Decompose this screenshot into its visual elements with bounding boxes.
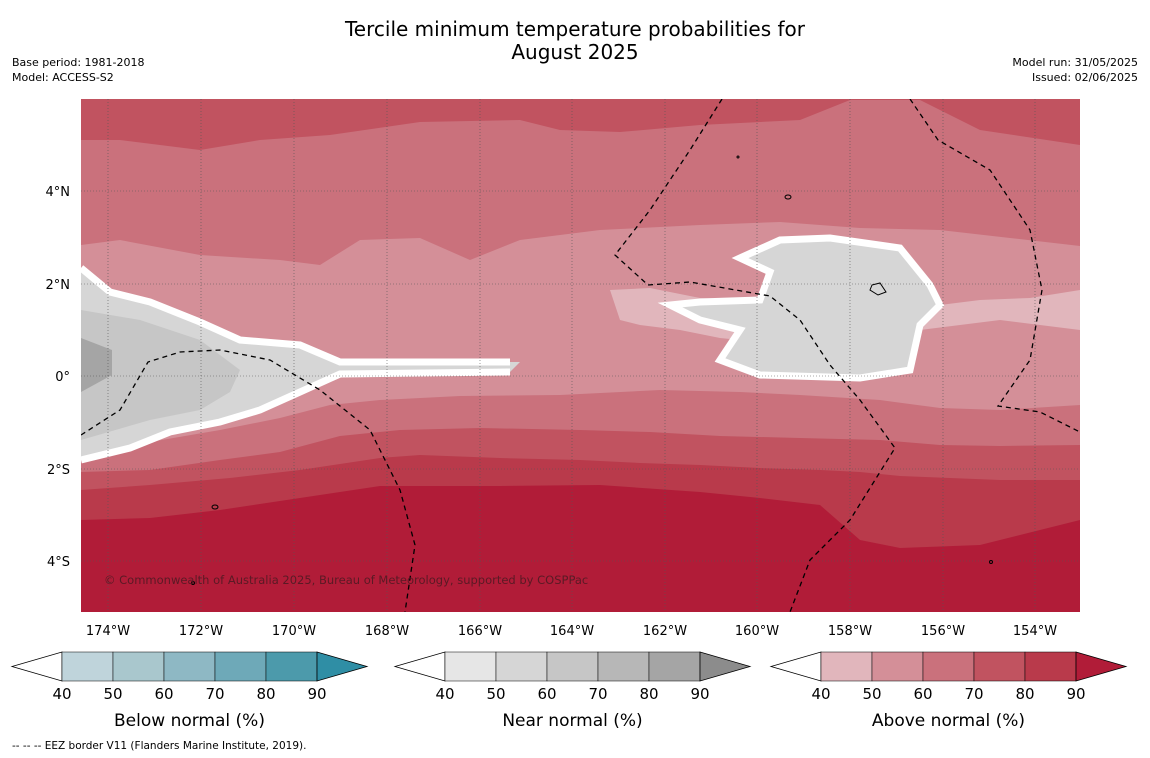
colorbar-tick: 40 (811, 685, 830, 703)
colorbar-above-normal: 40 50 60 70 80 90 Above normal (%) (769, 651, 1128, 731)
colorbar-tick: 90 (1066, 685, 1085, 703)
colorbar-tick: 50 (486, 685, 505, 703)
title-line-2: August 2025 (511, 40, 639, 64)
colorbar-segment (163, 651, 216, 682)
near-normal-east-edge (657, 234, 945, 382)
colorbar-segment (973, 651, 1026, 682)
eez-footnote: -- -- -- EEZ border V11 (Flanders Marine… (12, 740, 307, 752)
colorbar-segment (871, 651, 924, 682)
colorbar-tick: 80 (256, 685, 275, 703)
map-plot-area: © Commonwealth of Australia 2025, Bureau… (81, 99, 1080, 612)
colorbar-segment (597, 651, 650, 682)
near-normal-west-70 (81, 338, 112, 392)
y-tick: 4°S (47, 555, 70, 570)
colorbar-segment (1024, 651, 1077, 682)
x-tick: 158°W (828, 624, 872, 639)
y-axis-ticks: 4°N 2°N 0° 2°S 4°S (46, 185, 71, 570)
colorbar-tick: 50 (103, 685, 122, 703)
model-run: Model run: 31/05/2025 (1012, 56, 1138, 69)
title-line-1: Tercile minimum temperature probabilitie… (344, 17, 806, 41)
copyright-note: © Commonwealth of Australia 2025, Bureau… (104, 573, 588, 587)
colorbar-tick: 80 (1015, 685, 1034, 703)
y-tick: 4°N (46, 185, 71, 200)
y-tick: 2°S (47, 463, 70, 478)
colorbar-tick: 60 (154, 685, 173, 703)
x-tick: 174°W (86, 624, 130, 639)
colorbar-over-triangle (316, 651, 369, 682)
x-tick: 166°W (458, 624, 502, 639)
model-name: Model: ACCESS-S2 (12, 71, 114, 84)
islands (191, 155, 993, 585)
colorbar-tick: 90 (307, 685, 326, 703)
meta-left: Base period: 1981-2018 Model: ACCESS-S2 (12, 55, 144, 85)
colorbar-label: Below normal (%) (114, 711, 265, 731)
colorbar-segment (265, 651, 318, 682)
near-normal-west-edge (81, 265, 511, 464)
eez-borders (81, 99, 1080, 612)
map-title: Tercile minimum temperature probabilitie… (0, 18, 1150, 64)
colorbar-over-triangle (1075, 651, 1128, 682)
colorbar-under-triangle (10, 651, 63, 682)
colorbar-tick: 60 (913, 685, 932, 703)
colorbar-tick: 60 (537, 685, 556, 703)
colorbar-tick: 70 (964, 685, 983, 703)
colorbar-under-triangle (769, 651, 822, 682)
colorbar-tick: 40 (52, 685, 71, 703)
y-tick: 0° (55, 370, 70, 385)
base-period: Base period: 1981-2018 (12, 56, 145, 69)
x-tick: 168°W (365, 624, 409, 639)
colorbar-below-normal: 40 50 60 70 80 90 Below normal (%) (10, 651, 369, 731)
colorbar-segment (546, 651, 599, 682)
x-tick: 160°W (735, 624, 779, 639)
colorbar-tick: 70 (588, 685, 607, 703)
x-axis-ticks: 174°W 172°W 170°W 168°W 166°W 164°W 162°… (86, 624, 1057, 639)
colorbar-tick: 70 (205, 685, 224, 703)
colorbar-label: Above normal (%) (872, 711, 1025, 731)
colorbar-tick: 40 (435, 685, 454, 703)
colorbar-over-triangle (699, 651, 752, 682)
near-normal-west (81, 268, 520, 460)
colorbar-under-triangle (393, 651, 446, 682)
colorbar-near-normal: 40 50 60 70 80 90 Near normal (%) (393, 651, 752, 731)
near-normal-east (670, 238, 940, 378)
meta-right: Model run: 31/05/2025 Issued: 02/06/2025 (1012, 55, 1138, 85)
colorbar-label: Near normal (%) (502, 711, 642, 731)
colorbar-tick: 50 (862, 685, 881, 703)
colorbar-segment (61, 651, 114, 682)
x-tick: 154°W (1013, 624, 1057, 639)
colorbar-tick: 80 (639, 685, 658, 703)
colorbar-segment (214, 651, 267, 682)
colorbar-tick: 90 (690, 685, 709, 703)
colorbar-segment (444, 651, 497, 682)
colorbar-segment (495, 651, 548, 682)
x-tick: 172°W (179, 624, 223, 639)
colorbar-segment (112, 651, 165, 682)
x-tick: 164°W (550, 624, 594, 639)
y-tick: 2°N (46, 278, 71, 293)
colorbar-segment (648, 651, 701, 682)
colorbar-segment (922, 651, 975, 682)
issued-date: Issued: 02/06/2025 (1031, 71, 1138, 84)
x-tick: 170°W (272, 624, 316, 639)
colorbar-segment (820, 651, 873, 682)
x-tick: 162°W (643, 624, 687, 639)
x-tick: 156°W (921, 624, 965, 639)
